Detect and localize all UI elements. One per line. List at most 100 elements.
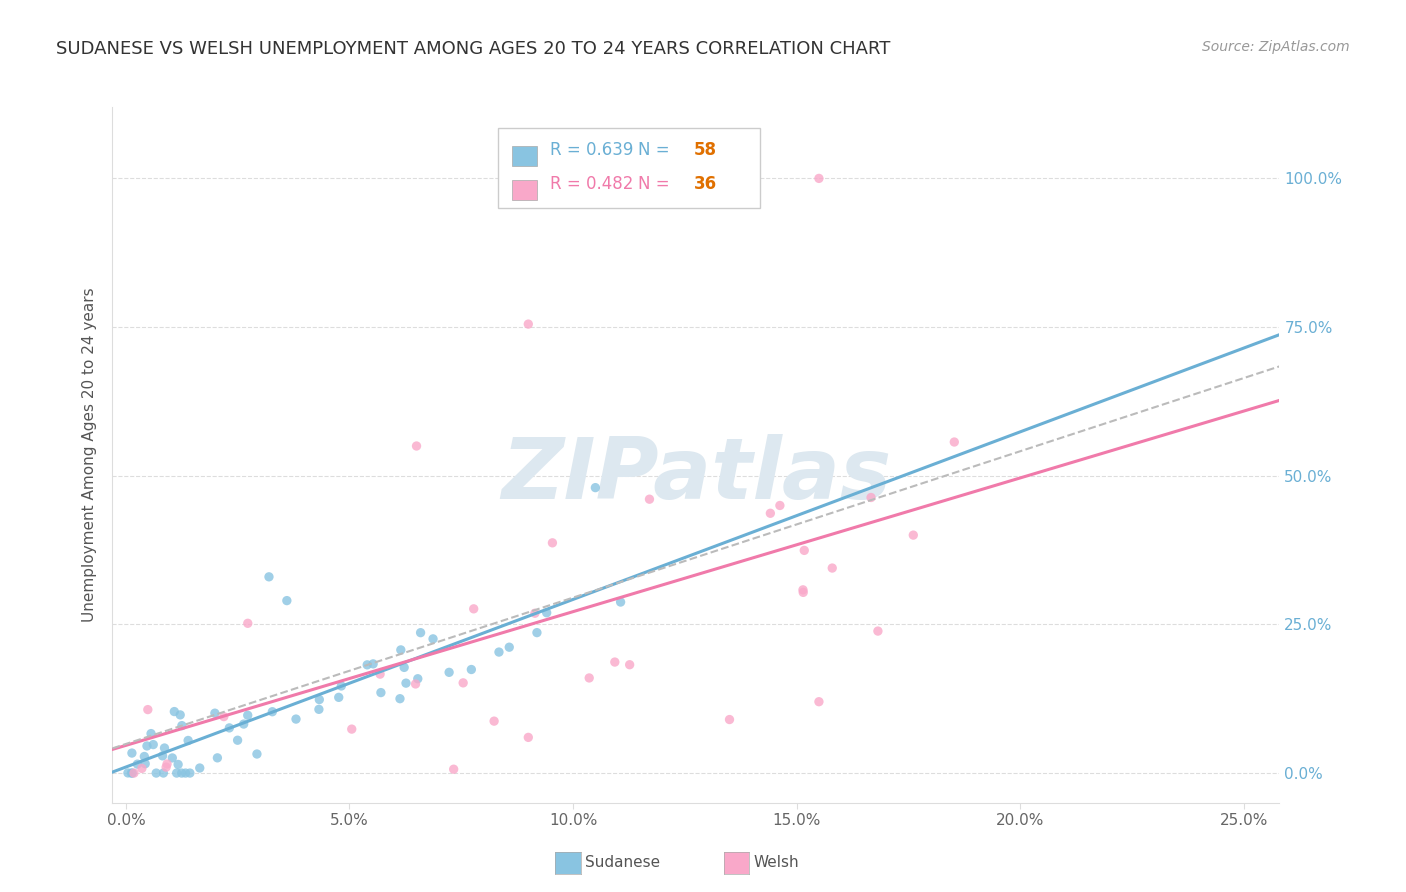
FancyBboxPatch shape xyxy=(498,128,761,208)
Point xyxy=(523,606,546,620)
Point xyxy=(409,625,432,640)
Point xyxy=(368,667,391,681)
Point xyxy=(142,738,165,752)
Point xyxy=(117,766,139,780)
Point xyxy=(121,766,143,780)
Point xyxy=(131,761,153,775)
Point xyxy=(583,481,606,495)
Bar xyxy=(512,146,537,166)
Point xyxy=(821,561,844,575)
Point xyxy=(134,749,156,764)
Point xyxy=(460,663,482,677)
Text: N =: N = xyxy=(638,175,669,193)
Point xyxy=(488,645,510,659)
Point xyxy=(169,707,191,722)
Point xyxy=(166,766,188,780)
Y-axis label: Unemployment Among Ages 20 to 24 years: Unemployment Among Ages 20 to 24 years xyxy=(82,287,97,623)
Point xyxy=(152,766,174,780)
Bar xyxy=(512,179,537,200)
Text: Sudanese: Sudanese xyxy=(585,855,659,870)
Text: 36: 36 xyxy=(693,175,717,193)
Point xyxy=(145,766,167,780)
Point xyxy=(451,676,474,690)
Point xyxy=(218,721,240,735)
Point xyxy=(903,528,925,542)
Point xyxy=(437,665,460,680)
Point xyxy=(136,703,159,717)
Text: 58: 58 xyxy=(693,141,717,159)
Point xyxy=(163,705,186,719)
Point xyxy=(179,766,201,780)
Point xyxy=(340,722,363,736)
Point xyxy=(792,585,814,599)
Point xyxy=(578,671,600,685)
Point xyxy=(120,766,142,780)
Point xyxy=(807,695,830,709)
Point xyxy=(943,435,966,450)
Point xyxy=(526,625,548,640)
Point xyxy=(276,593,298,607)
Text: SUDANESE VS WELSH UNEMPLOYMENT AMONG AGES 20 TO 24 YEARS CORRELATION CHART: SUDANESE VS WELSH UNEMPLOYMENT AMONG AGE… xyxy=(56,40,890,58)
Text: ZIPatlas: ZIPatlas xyxy=(501,434,891,517)
Point xyxy=(139,726,162,740)
Point xyxy=(405,439,427,453)
Point xyxy=(257,570,280,584)
Point xyxy=(232,717,254,731)
Point xyxy=(866,624,889,638)
Text: Source: ZipAtlas.com: Source: ZipAtlas.com xyxy=(1202,40,1350,54)
Point xyxy=(389,643,412,657)
Text: R = 0.639: R = 0.639 xyxy=(550,141,634,159)
Point xyxy=(212,709,235,723)
Point xyxy=(405,677,427,691)
Point xyxy=(769,499,792,513)
Point xyxy=(226,733,249,747)
Point xyxy=(308,692,330,706)
Point xyxy=(356,657,378,672)
Point xyxy=(619,657,641,672)
Point xyxy=(170,718,193,732)
Point xyxy=(541,536,564,550)
Point xyxy=(536,606,558,620)
Point xyxy=(155,760,177,774)
Point xyxy=(285,712,308,726)
Point xyxy=(156,757,179,772)
Point xyxy=(152,748,174,763)
Point xyxy=(603,655,626,669)
Text: N =: N = xyxy=(638,141,669,159)
Point xyxy=(759,506,782,520)
Point xyxy=(127,757,149,772)
Point xyxy=(422,632,444,646)
Point xyxy=(388,691,411,706)
Point xyxy=(482,714,505,728)
Point xyxy=(167,757,190,772)
Point xyxy=(395,676,418,690)
Point xyxy=(443,762,465,776)
Point xyxy=(121,746,143,760)
Point xyxy=(718,713,741,727)
Point xyxy=(406,672,429,686)
Point xyxy=(153,741,176,756)
Point xyxy=(122,766,145,780)
Point xyxy=(370,685,392,699)
Text: R = 0.482: R = 0.482 xyxy=(550,175,634,193)
Point xyxy=(134,756,156,771)
Point xyxy=(638,492,661,507)
Point xyxy=(246,747,269,761)
Point xyxy=(162,751,184,765)
Point xyxy=(609,595,631,609)
Point xyxy=(330,679,353,693)
Point xyxy=(236,616,259,631)
Point xyxy=(807,171,830,186)
Point xyxy=(308,702,330,716)
Point xyxy=(793,543,815,558)
Point xyxy=(136,739,159,753)
Point xyxy=(517,731,540,745)
Point xyxy=(498,640,520,655)
Point xyxy=(361,657,384,671)
Point xyxy=(236,708,259,723)
Point xyxy=(517,317,540,331)
Point xyxy=(174,766,197,780)
Point xyxy=(463,602,485,616)
Point xyxy=(177,733,200,747)
Point xyxy=(860,491,883,505)
